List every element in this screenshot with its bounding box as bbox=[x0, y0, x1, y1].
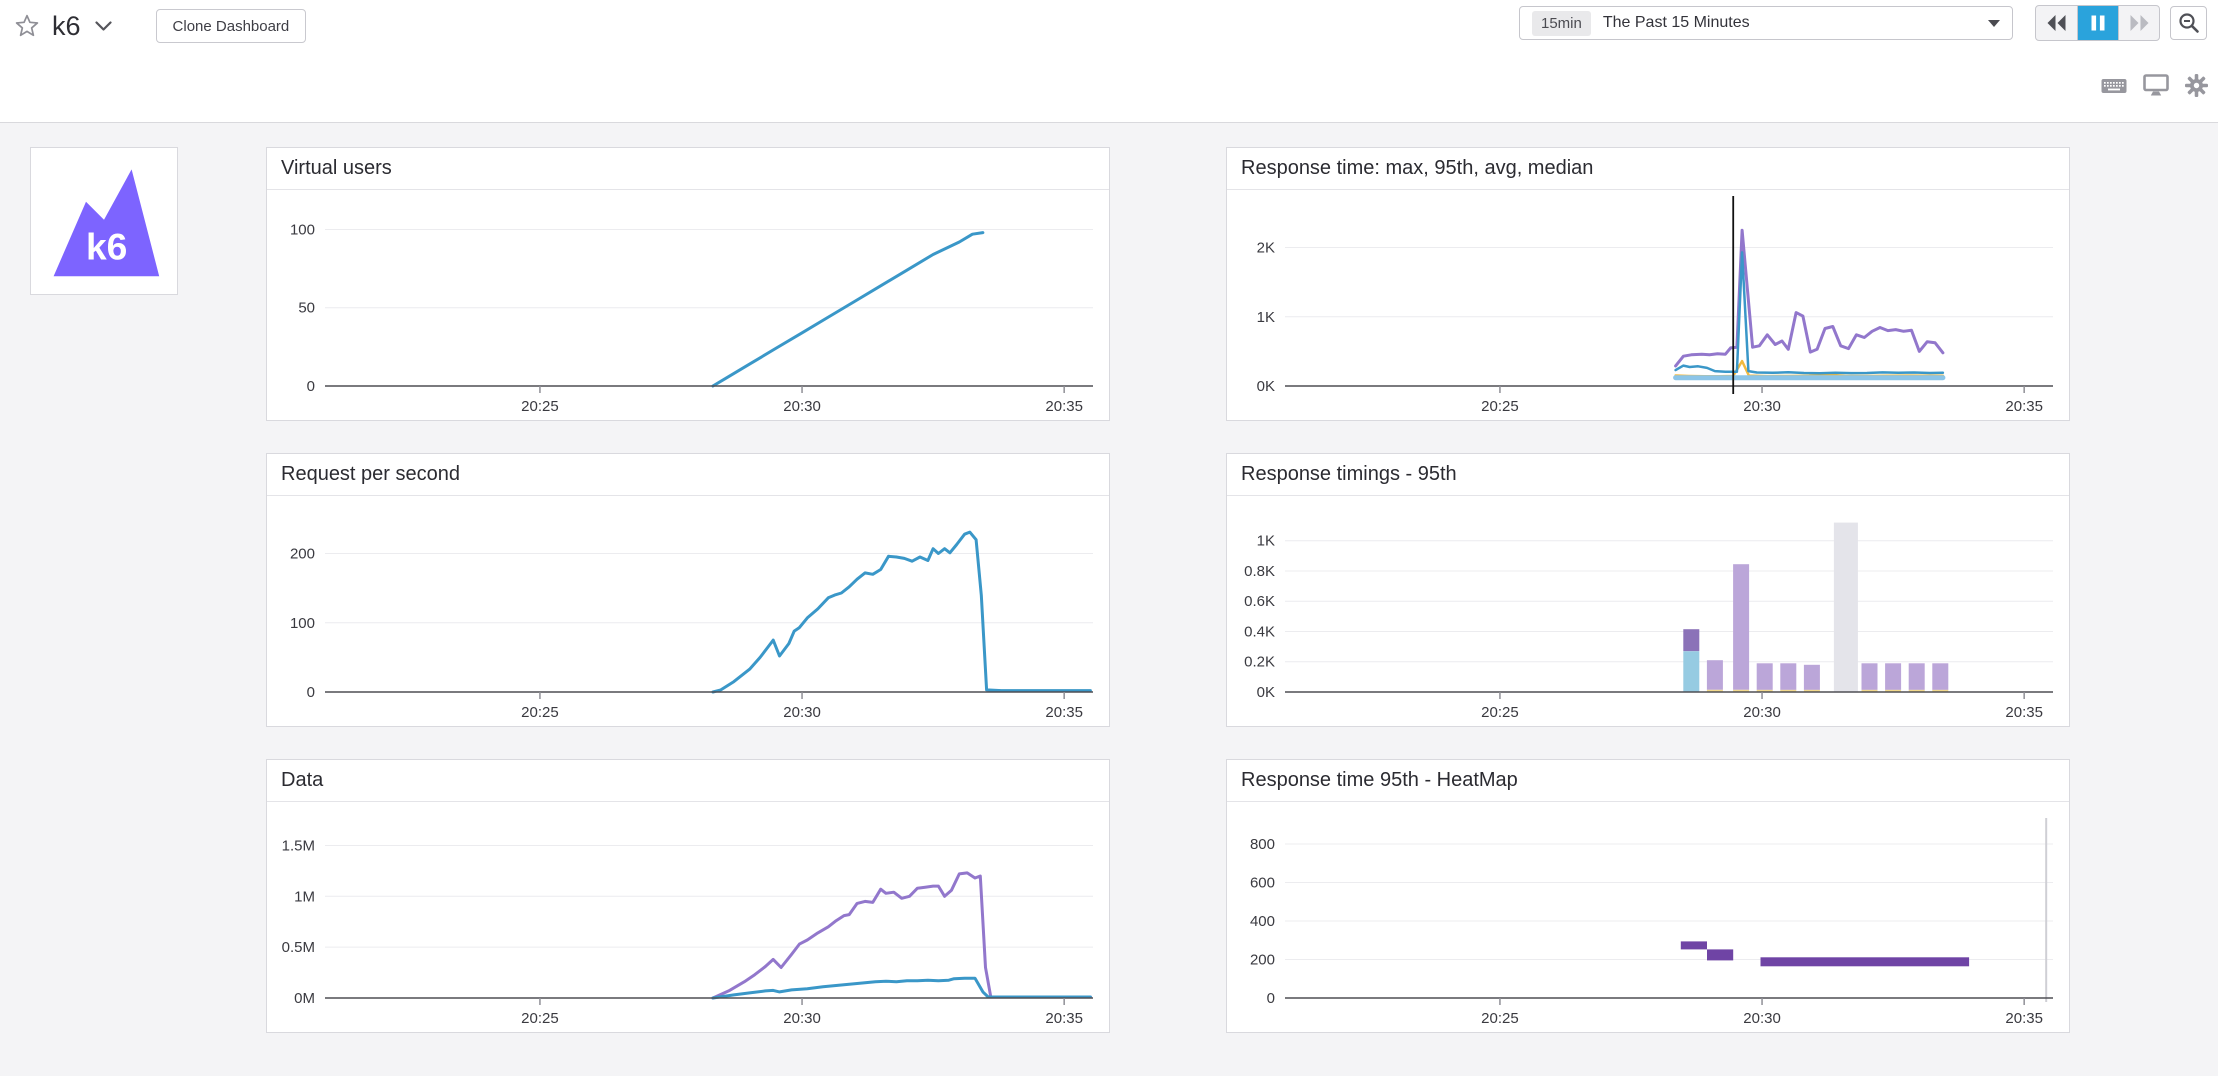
svg-text:0: 0 bbox=[307, 378, 315, 395]
zoom-out-icon bbox=[2178, 12, 2200, 34]
rewind-button[interactable] bbox=[2036, 6, 2077, 40]
k6-logo-text: k6 bbox=[86, 225, 127, 267]
svg-text:20:25: 20:25 bbox=[521, 398, 559, 415]
dashboard-title-group: k6 Clone Dashboard bbox=[14, 8, 307, 44]
svg-text:20:35: 20:35 bbox=[1045, 704, 1083, 721]
pause-button[interactable] bbox=[2077, 6, 2118, 40]
header-controls: 15min The Past 15 Minutes bbox=[1519, 5, 2207, 41]
k6-logo: k6 bbox=[30, 147, 178, 295]
keyboard-icon[interactable] bbox=[2101, 76, 2127, 96]
fast-forward-icon bbox=[2129, 14, 2150, 32]
panel-requests-per-second: Request per second 0 100 200 20:25 20:30 20:3… bbox=[266, 453, 1110, 727]
panel-response-timings: Response timings - 95th 0K 0.2K 0.4K 0.6K 0.… bbox=[1226, 453, 2070, 727]
dashboard-canvas: k6 Virtual users 0 50 100 20:25 20:30 20:35 R… bbox=[0, 122, 2218, 1076]
svg-text:20:25: 20:25 bbox=[1481, 1010, 1519, 1027]
svg-text:20:30: 20:30 bbox=[1743, 398, 1781, 415]
panel-title: Request per second bbox=[267, 454, 1109, 496]
svg-text:0.8K: 0.8K bbox=[1244, 563, 1275, 580]
svg-text:20:25: 20:25 bbox=[521, 1010, 559, 1027]
virtual-users-chart[interactable]: 0 50 100 20:25 20:30 20:35 bbox=[267, 190, 1109, 420]
panel-title: Response time 95th - HeatMap bbox=[1227, 760, 2069, 802]
svg-text:20:30: 20:30 bbox=[783, 398, 821, 415]
svg-text:20:30: 20:30 bbox=[783, 704, 821, 721]
rewind-icon bbox=[2046, 14, 2067, 32]
fast-forward-button[interactable] bbox=[2118, 6, 2159, 40]
panel-heatmap: Response time 95th - HeatMap 0 200 400 600 8… bbox=[1226, 759, 2070, 1033]
playback-controls bbox=[2035, 5, 2160, 41]
caret-down-icon bbox=[1988, 19, 2000, 27]
svg-text:0.2K: 0.2K bbox=[1244, 654, 1275, 671]
zoom-out-button[interactable] bbox=[2170, 6, 2207, 40]
gear-icon[interactable] bbox=[2185, 74, 2208, 97]
pause-icon bbox=[2090, 14, 2106, 32]
svg-text:1M: 1M bbox=[294, 888, 315, 905]
svg-text:0.6K: 0.6K bbox=[1244, 593, 1275, 610]
svg-text:200: 200 bbox=[1250, 951, 1275, 968]
top-bar: k6 Clone Dashboard 15min The Past 15 Min… bbox=[0, 0, 2218, 122]
panel-title: Virtual users bbox=[267, 148, 1109, 190]
star-icon[interactable] bbox=[14, 13, 40, 39]
svg-text:20:35: 20:35 bbox=[1045, 398, 1083, 415]
svg-text:20:30: 20:30 bbox=[783, 1010, 821, 1027]
svg-text:20:35: 20:35 bbox=[2005, 1010, 2043, 1027]
requests-per-second-chart[interactable]: 0 100 200 20:25 20:30 20:35 bbox=[267, 496, 1109, 726]
svg-text:600: 600 bbox=[1250, 874, 1275, 891]
dashboard-toolbar bbox=[2101, 74, 2208, 97]
svg-text:1K: 1K bbox=[1257, 309, 1275, 326]
svg-text:20:30: 20:30 bbox=[1743, 704, 1781, 721]
svg-text:50: 50 bbox=[298, 300, 315, 317]
svg-text:2K: 2K bbox=[1257, 240, 1275, 257]
panel-data: Data 0M 0.5M 1M 1.5M 20:25 20:30 20:35 bbox=[266, 759, 1110, 1033]
time-range-badge: 15min bbox=[1532, 10, 1591, 36]
svg-text:20:25: 20:25 bbox=[521, 704, 559, 721]
response-timings-chart[interactable]: 0K 0.2K 0.4K 0.6K 0.8K 1K 20:25 20:30 20:35 bbox=[1227, 496, 2069, 726]
response-time-chart[interactable]: 0K 1K 2K 20:25 20:30 20:35 bbox=[1227, 190, 2069, 420]
panel-title: Response timings - 95th bbox=[1227, 454, 2069, 496]
svg-text:1K: 1K bbox=[1257, 533, 1275, 550]
svg-text:0: 0 bbox=[1267, 990, 1275, 1007]
page-title: k6 bbox=[52, 10, 81, 41]
clone-dashboard-button[interactable]: Clone Dashboard bbox=[155, 9, 307, 43]
svg-text:100: 100 bbox=[290, 615, 315, 632]
panel-response-time: Response time: max, 95th, avg, median 0K… bbox=[1226, 147, 2070, 421]
svg-text:400: 400 bbox=[1250, 913, 1275, 930]
svg-text:100: 100 bbox=[290, 221, 315, 238]
svg-text:0M: 0M bbox=[294, 990, 315, 1007]
svg-text:0K: 0K bbox=[1257, 684, 1275, 701]
svg-text:800: 800 bbox=[1250, 836, 1275, 853]
monitor-icon[interactable] bbox=[2143, 74, 2169, 97]
svg-text:0.5M: 0.5M bbox=[282, 939, 315, 956]
chevron-down-icon[interactable] bbox=[94, 20, 112, 32]
svg-text:200: 200 bbox=[290, 546, 315, 563]
heatmap-chart[interactable]: 0 200 400 600 800 20:25 20:30 20:35 bbox=[1227, 802, 2069, 1032]
svg-text:0.4K: 0.4K bbox=[1244, 623, 1275, 640]
svg-text:0: 0 bbox=[307, 684, 315, 701]
svg-text:20:35: 20:35 bbox=[1045, 1010, 1083, 1027]
svg-text:20:30: 20:30 bbox=[1743, 1010, 1781, 1027]
time-range-selector[interactable]: 15min The Past 15 Minutes bbox=[1519, 6, 2013, 40]
panel-virtual-users: Virtual users 0 50 100 20:25 20:30 20:35 bbox=[266, 147, 1110, 421]
svg-text:20:25: 20:25 bbox=[1481, 398, 1519, 415]
panel-title: Response time: max, 95th, avg, median bbox=[1227, 148, 2069, 190]
data-chart[interactable]: 0M 0.5M 1M 1.5M 20:25 20:30 20:35 bbox=[267, 802, 1109, 1032]
time-range-label: The Past 15 Minutes bbox=[1602, 14, 1750, 31]
svg-text:1.5M: 1.5M bbox=[282, 837, 315, 854]
svg-text:20:35: 20:35 bbox=[2005, 398, 2043, 415]
svg-text:20:35: 20:35 bbox=[2005, 704, 2043, 721]
panel-title: Data bbox=[267, 760, 1109, 802]
svg-text:0K: 0K bbox=[1257, 378, 1275, 395]
k6-logo-mountain bbox=[53, 169, 160, 277]
svg-text:20:25: 20:25 bbox=[1481, 704, 1519, 721]
